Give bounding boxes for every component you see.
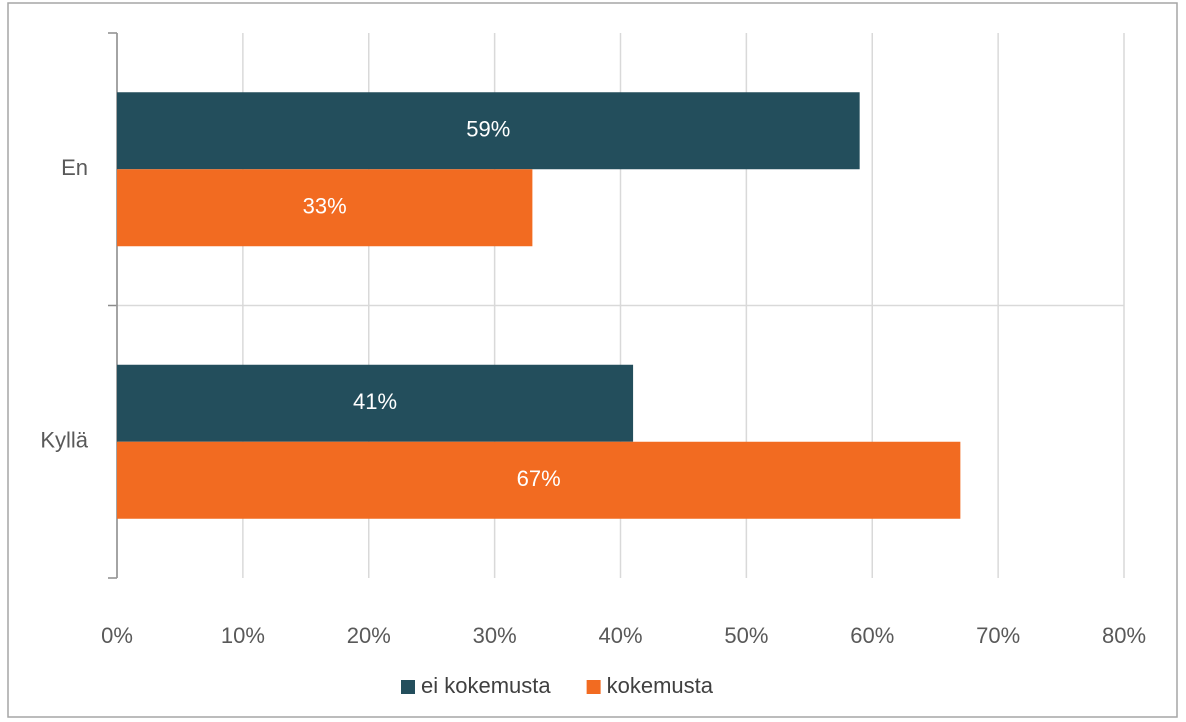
legend-swatch: [401, 680, 415, 694]
bar: [117, 364, 634, 442]
x-tick-label: 80%: [1102, 623, 1146, 648]
x-tick-label: 50%: [724, 623, 768, 648]
bar: [117, 169, 533, 247]
x-tick-label: 10%: [221, 623, 265, 648]
x-tick-label: 0%: [101, 623, 133, 648]
legend-label: kokemusta: [607, 673, 714, 698]
data-label: 67%: [517, 466, 561, 491]
x-tick-label: 70%: [976, 623, 1020, 648]
legend-label: ei kokemusta: [421, 673, 551, 698]
bar: [117, 92, 860, 170]
x-tick-label: 20%: [347, 623, 391, 648]
x-tick-label: 40%: [598, 623, 642, 648]
x-tick-label: 60%: [850, 623, 894, 648]
y-tick-label: En: [61, 155, 88, 180]
data-label: 41%: [353, 389, 397, 414]
x-tick-label: 30%: [473, 623, 517, 648]
data-label: 59%: [466, 117, 510, 142]
legend-swatch: [586, 680, 601, 694]
data-label: 33%: [303, 194, 347, 219]
y-tick-label: Kyllä: [40, 428, 88, 453]
bar: [117, 441, 961, 519]
